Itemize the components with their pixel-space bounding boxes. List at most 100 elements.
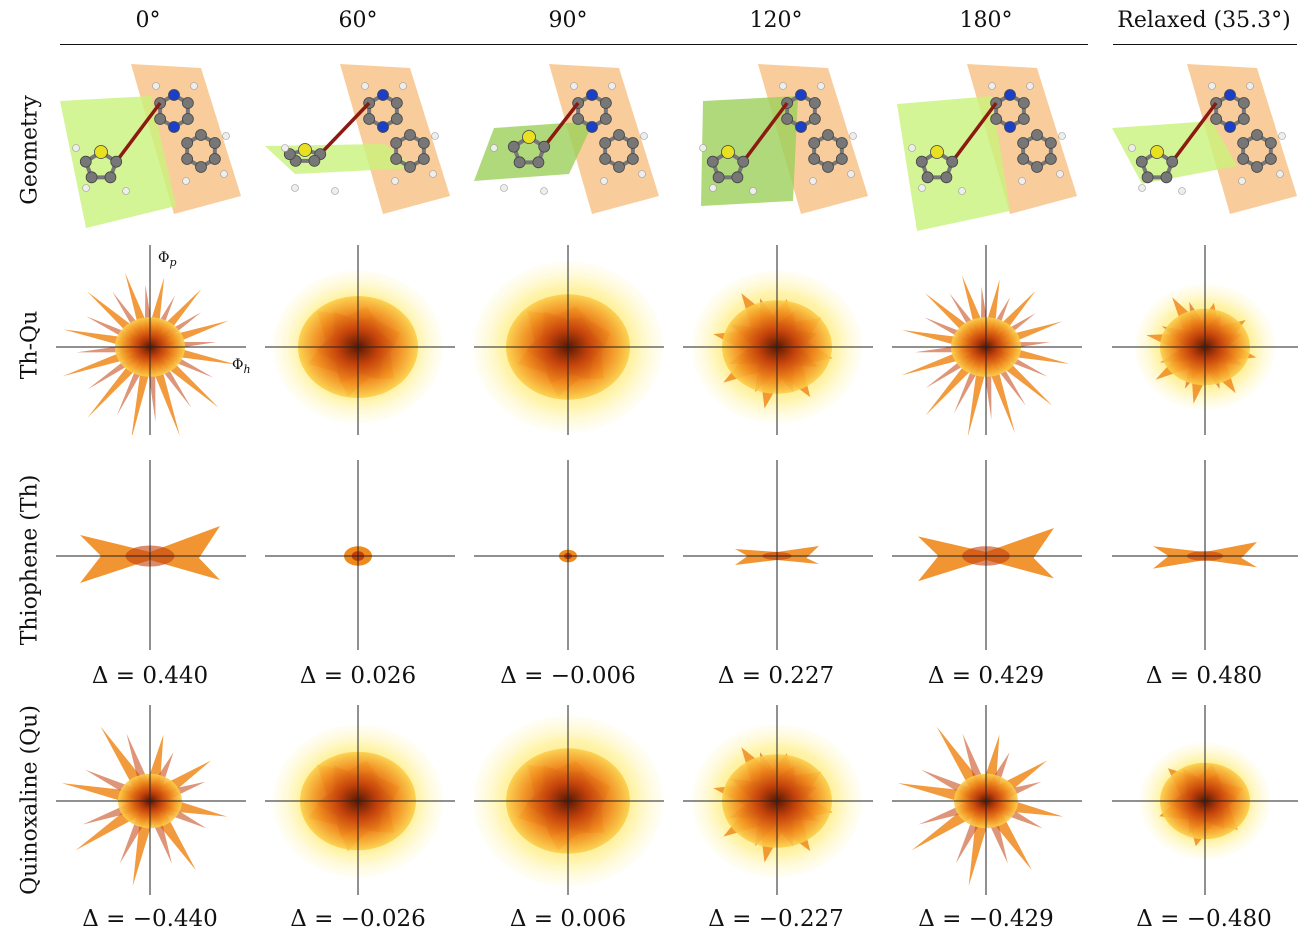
dihedral-bond xyxy=(542,101,580,148)
carbon-atom xyxy=(208,153,221,165)
density-plot-qu-4 xyxy=(892,705,1082,895)
carbon-atom xyxy=(737,155,750,168)
carbon-atom xyxy=(417,153,430,165)
carbon-atom xyxy=(154,113,167,125)
hydrogen-atom xyxy=(849,132,857,140)
carbon-atom xyxy=(1017,113,1030,125)
carbon-atom xyxy=(1017,153,1030,165)
column-header-0: 0° xyxy=(135,8,161,33)
carbon-atom xyxy=(822,161,834,173)
hydrogen-atom xyxy=(222,132,230,140)
carbon-atom xyxy=(572,113,585,125)
carbon-atom xyxy=(1017,137,1030,149)
carbon-atom xyxy=(195,129,207,141)
delta-qu-relaxed: Δ = −0.480 xyxy=(1136,906,1272,932)
delta-qu-90: Δ = 0.006 xyxy=(509,906,627,932)
hydrogen-atom xyxy=(361,82,369,90)
sulfur-atom xyxy=(1150,145,1164,159)
carbon-atom xyxy=(1135,155,1148,168)
dihedral-bond xyxy=(950,101,998,163)
hydrogen-atom xyxy=(1178,187,1186,195)
carbon-atom xyxy=(946,155,959,168)
density-plot-qu-1 xyxy=(265,705,455,895)
hydrogen-atom xyxy=(847,170,855,178)
carbon-atom xyxy=(538,140,551,153)
hydrogen-atom xyxy=(431,132,439,140)
carbon-atom xyxy=(626,137,639,149)
hydrogen-atom xyxy=(1026,82,1034,90)
carbon-atom xyxy=(404,129,416,141)
hydrogen-atom xyxy=(399,82,407,90)
carbon-atom xyxy=(599,153,612,165)
carbon-atom xyxy=(283,148,296,161)
density-plot-th-0 xyxy=(56,460,246,650)
hydrogen-atom xyxy=(1238,177,1246,185)
molecule-geometry-2 xyxy=(474,64,659,214)
nitrogen-atom xyxy=(586,89,598,101)
carbon-atom xyxy=(712,171,725,184)
nitrogen-atom xyxy=(1224,121,1236,133)
molecule-geometry-1 xyxy=(265,64,450,214)
hydrogen-atom xyxy=(600,177,608,185)
carbon-atom xyxy=(808,113,821,125)
carbon-atom xyxy=(940,171,953,184)
carbon-atom xyxy=(1166,155,1179,168)
hydrogen-atom xyxy=(540,187,548,195)
delta-th-180: Δ = 0.429 xyxy=(927,663,1045,689)
delta-th-90: Δ = −0.006 xyxy=(500,663,636,689)
hydrogen-atom xyxy=(291,184,299,192)
carbon-atom xyxy=(599,97,612,109)
carbon-atom xyxy=(706,155,719,168)
carbon-atom xyxy=(731,171,744,184)
delta-th-0: Δ = 0.440 xyxy=(91,663,209,689)
row-label-geometry: Geometry xyxy=(17,95,43,205)
carbon-atom xyxy=(1264,153,1277,165)
carbon-atom xyxy=(110,155,123,168)
axis-label-phi-h: Φh xyxy=(232,357,251,376)
hydrogen-atom xyxy=(1138,184,1146,192)
hydrogen-atom xyxy=(1058,132,1066,140)
dihedral-bond xyxy=(114,101,162,163)
nitrogen-atom xyxy=(168,89,180,101)
carbon-atom xyxy=(208,137,221,149)
carbon-atom xyxy=(181,113,194,125)
molecule-geometry-4 xyxy=(897,64,1077,231)
nitrogen-atom xyxy=(1004,121,1016,133)
nitrogen-atom xyxy=(1004,89,1016,101)
hydrogen-atom xyxy=(709,184,717,192)
nitrogen-atom xyxy=(795,121,807,133)
molecule-geometry-0 xyxy=(60,64,241,228)
carbon-atom xyxy=(181,137,194,149)
hydrogen-atom xyxy=(190,82,198,90)
column-header-120: 120° xyxy=(749,8,803,33)
carbon-atom xyxy=(85,171,98,184)
header-rule-main xyxy=(60,44,1088,46)
density-plot-thqu-2 xyxy=(474,245,664,435)
delta-qu-0: Δ = −0.440 xyxy=(82,906,218,932)
carbon-atom xyxy=(1031,129,1043,141)
density-plot-th-1 xyxy=(265,460,455,650)
density-plot-th-4 xyxy=(892,460,1082,650)
density-plot-qu-5 xyxy=(1112,705,1298,895)
hydrogen-atom xyxy=(1208,82,1216,90)
molecule-geometry-3 xyxy=(699,64,868,214)
hydrogen-atom xyxy=(638,170,646,178)
carbon-atom xyxy=(1237,97,1250,109)
hydrogen-atom xyxy=(918,184,926,192)
density-plot-thqu-4 xyxy=(892,245,1082,435)
sulfur-atom xyxy=(522,130,536,144)
hydrogen-atom xyxy=(391,177,399,185)
hydrogen-atom xyxy=(958,187,966,195)
hydrogen-atom xyxy=(570,82,578,90)
carbon-atom xyxy=(808,97,821,109)
carbon-atom xyxy=(390,97,403,109)
carbon-atom xyxy=(1044,153,1057,165)
carbon-atom xyxy=(513,156,526,169)
carbon-atom xyxy=(822,129,834,141)
column-header-180: 180° xyxy=(959,8,1013,33)
dihedral-bond xyxy=(741,101,789,163)
sulfur-atom xyxy=(94,145,108,159)
hydrogen-atom xyxy=(908,144,916,152)
carbon-atom xyxy=(417,137,430,149)
carbon-atom xyxy=(390,153,403,165)
